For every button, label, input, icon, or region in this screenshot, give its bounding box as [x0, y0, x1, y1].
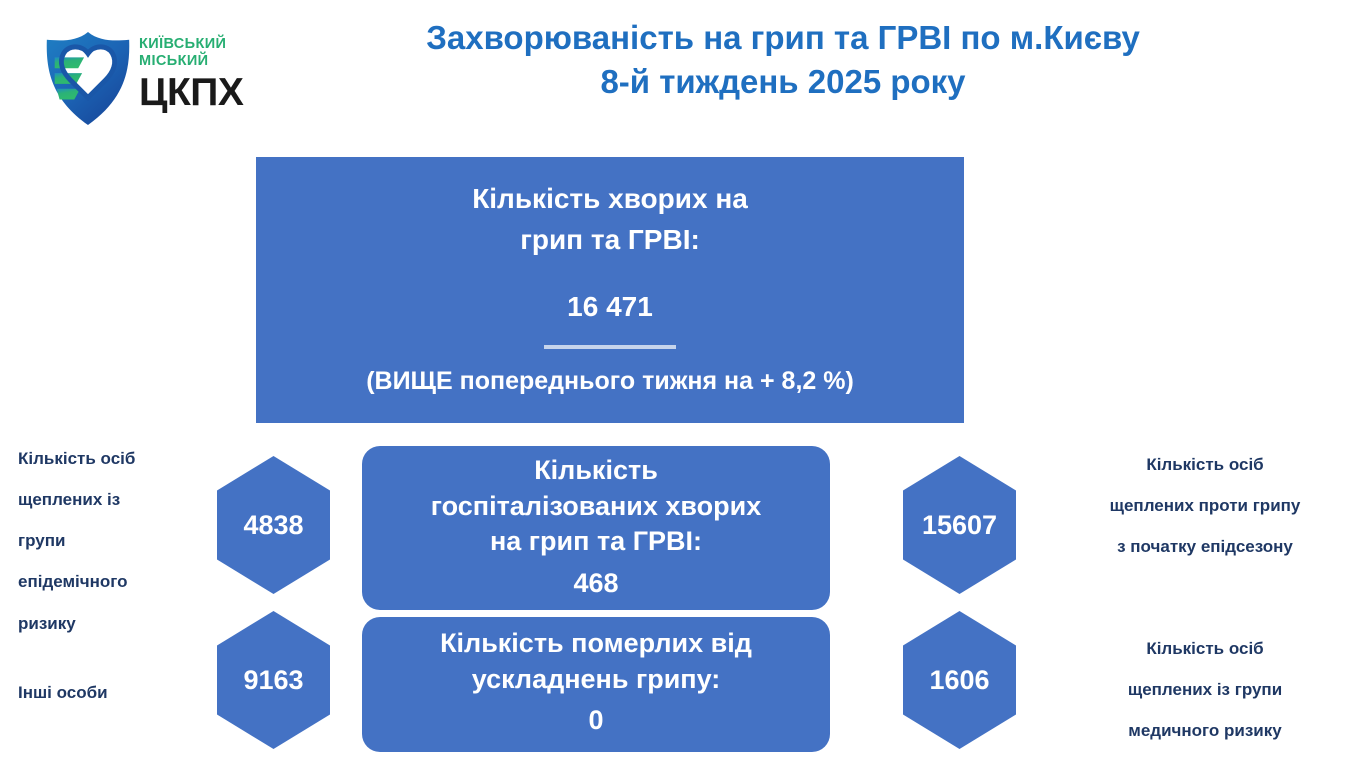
logo-wordmark: КИЇВСЬКИЙ МІСЬКИЙ ЦКПХ: [139, 36, 284, 112]
deaths-title-line-2: ускладнень грипу:: [471, 663, 721, 694]
label-medical-risk-vaccinated: Кількість осіб щеплених із групи медично…: [1055, 628, 1355, 751]
label-other-persons: Інші особи: [18, 672, 208, 713]
total-cases-title-line-1: Кількість хворих на: [472, 183, 748, 214]
deaths-title-line-1: Кількість померлих від: [440, 628, 752, 658]
hexagon-medical-risk-vaccinated: 1606: [903, 611, 1016, 749]
label-line-2: щеплених із: [18, 490, 121, 510]
total-cases-title-line-2: грип та ГРВІ:: [520, 223, 700, 255]
page-title: Захворюваність на грип та ГРВІ по м.Києв…: [283, 16, 1283, 103]
label-line-3: медичного ризику: [1128, 721, 1282, 741]
page-title-line-2: 8-й тиждень 2025 року: [600, 62, 966, 100]
hexagon-value: 1606: [929, 664, 990, 695]
logo-line-2: МІСЬКИЙ: [139, 53, 209, 70]
hospitalized-title-line-1: Кількість: [534, 455, 658, 485]
hospitalized-title-line-3: на грип та ГРВІ:: [489, 526, 703, 557]
hexagon-total-flu-vaccinated: 15607: [903, 456, 1016, 594]
label-line-2: щеплених проти грипу: [1109, 496, 1301, 516]
total-cases-value: 16 471: [567, 290, 653, 322]
logo-block: КИЇВСЬКИЙ МІСЬКИЙ ЦКПХ: [34, 22, 284, 132]
deaths-title: Кількість померлих від ускладнень грипу:: [362, 626, 830, 697]
label-epidemic-risk-vaccinated: Кількість осіб щеплених із групи епідемі…: [18, 438, 208, 644]
label-line-4: епідемічного: [18, 572, 128, 592]
label-line-5: ризику: [18, 613, 76, 633]
panel-divider: [544, 344, 676, 349]
hexagon-value: 4838: [243, 509, 304, 540]
hospitalized-title: Кількість госпіталізованих хворих на гри…: [362, 453, 830, 560]
label-line-1: Інші особи: [18, 683, 108, 702]
deaths-value: 0: [588, 705, 604, 736]
label-line-1: Кількість осіб: [1146, 639, 1264, 658]
label-line-2: щеплених із групи: [1127, 680, 1283, 700]
shield-heart-logo-icon: [39, 28, 137, 128]
hexagon-value: 9163: [243, 664, 304, 695]
label-line-1: Кількість осіб: [1146, 455, 1264, 474]
label-line-1: Кількість осіб: [18, 449, 136, 468]
label-line-3: групи: [18, 531, 66, 551]
hexagon-epidemic-risk-vaccinated: 4838: [217, 456, 330, 594]
label-line-3: з початку епідсезону: [1117, 537, 1293, 557]
total-cases-panel: Кількість хворих на грип та ГРВІ: 16 471…: [256, 157, 964, 423]
hospitalized-value: 468: [573, 567, 619, 598]
hospitalized-title-line-2: госпіталізованих хворих: [430, 490, 762, 521]
logo-abbreviation: ЦКПХ: [139, 71, 244, 115]
hexagon-other-persons-vaccinated: 9163: [217, 611, 330, 749]
total-cases-change-note: (ВИЩЕ попереднього тижня на + 8,2 %): [366, 366, 854, 395]
deaths-card: Кількість померлих від ускладнень грипу:…: [362, 617, 830, 752]
logo-line-1: КИЇВСЬКИЙ: [139, 36, 227, 52]
page-title-line-1: Захворюваність на грип та ГРВІ по м.Києв…: [426, 19, 1140, 56]
hospitalized-card: Кількість госпіталізованих хворих на гри…: [362, 446, 830, 610]
hexagon-value: 15607: [921, 509, 998, 540]
label-total-flu-vaccinated: Кількість осіб щеплених проти грипу з по…: [1055, 444, 1355, 567]
total-cases-title: Кількість хворих на грип та ГРВІ:: [256, 179, 964, 261]
